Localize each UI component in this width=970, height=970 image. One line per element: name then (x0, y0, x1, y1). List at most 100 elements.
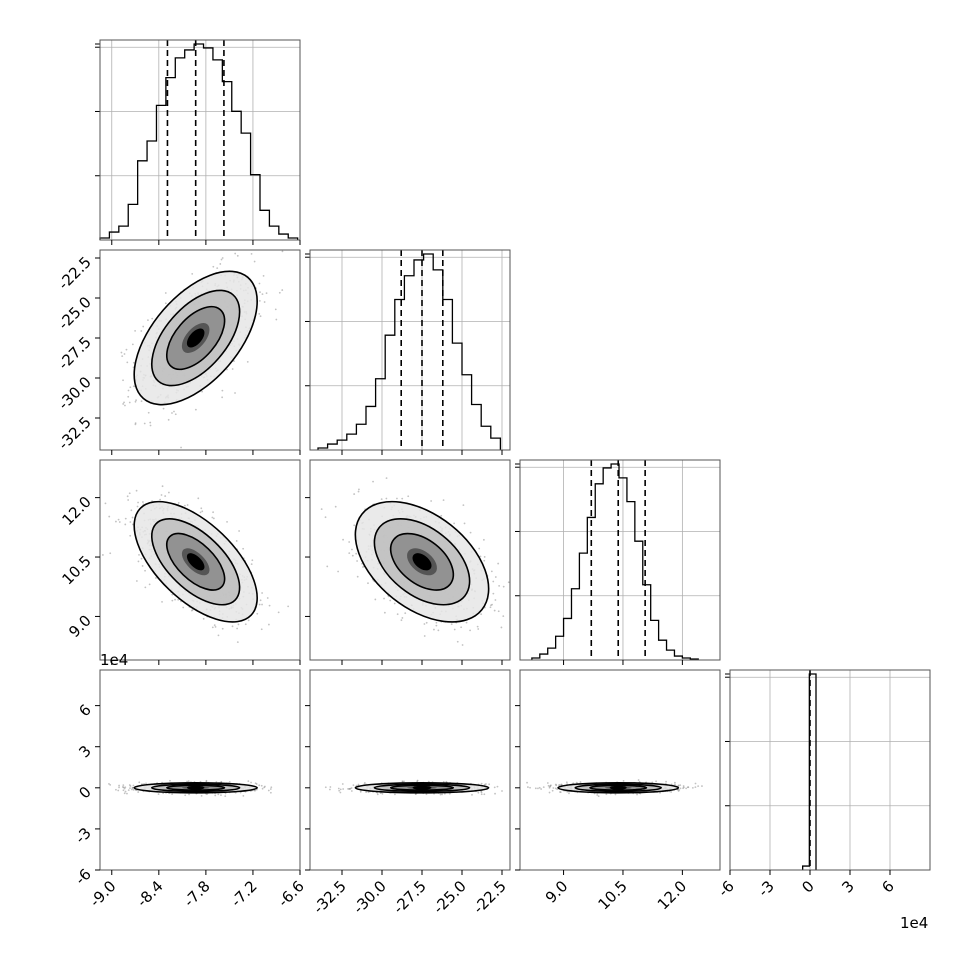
scatter-point (483, 559, 486, 562)
scatter-point (122, 786, 125, 789)
scatter-point (435, 624, 438, 627)
scatter-point (278, 291, 281, 294)
scatter-point (677, 784, 680, 787)
scatter-point (129, 785, 132, 787)
scatter-point (126, 792, 128, 795)
scatter-point (129, 521, 132, 523)
scatter-point (462, 504, 465, 507)
panels-layer: -6 -3 0 3 6-22.5-25.0-27.5-30.0-32.512.010.5… (55, 39, 931, 917)
scatter-point (351, 554, 354, 557)
scatter-point (342, 788, 345, 790)
scatter-point (490, 570, 493, 573)
panel-content (320, 477, 510, 646)
scatter-point (493, 786, 496, 789)
scatter-point (254, 789, 257, 792)
scatter-point (356, 575, 359, 578)
y-tick-label: 3 (75, 742, 94, 761)
scatter-point (118, 786, 120, 789)
scatter-point (147, 411, 150, 414)
scatter-point (380, 498, 383, 500)
panel-content (120, 250, 284, 449)
panel-frame-3-0 (99, 669, 301, 871)
histogram-panel-2 (515, 460, 720, 660)
histogram-steps (531, 463, 699, 660)
scatter-point (123, 792, 126, 795)
scatter-point (123, 787, 126, 790)
scatter-point (125, 348, 128, 351)
scatter-point (542, 786, 545, 789)
scatter-point (401, 617, 404, 619)
scatter-point (478, 547, 481, 550)
scatter-point (188, 793, 190, 796)
scatter-point (453, 522, 456, 525)
scatter-point (483, 793, 486, 796)
scatter-point (174, 413, 177, 416)
scatter-point (260, 628, 263, 631)
contour-line (166, 784, 226, 791)
scatter-point (393, 602, 396, 605)
scatter-point (445, 780, 448, 783)
scatter-point (140, 400, 143, 403)
scatter-point (190, 609, 193, 612)
scatter-point (339, 788, 342, 791)
scatter-point (258, 299, 261, 302)
x-tick-label: -30.0 (350, 877, 390, 917)
scatter-point (122, 789, 125, 792)
scatter-point (523, 786, 525, 788)
panel-content (324, 779, 525, 796)
scatter-point (425, 621, 428, 624)
scatter-point (201, 510, 204, 513)
scatter-point (259, 291, 261, 294)
x-tick-label: -32.5 (310, 877, 350, 917)
scatter-point (281, 250, 284, 253)
scatter-point (182, 606, 185, 609)
scatter-point (132, 788, 135, 791)
scatter-point (212, 265, 215, 268)
density-peak (186, 553, 205, 571)
contour-line (354, 500, 490, 623)
scatter-point (131, 786, 134, 789)
scatter-point (247, 619, 250, 622)
scatter-point (200, 507, 203, 510)
scatter-point (122, 379, 124, 382)
scatter-point (353, 524, 356, 527)
scatter-point (396, 613, 399, 616)
scatter-point (236, 627, 239, 630)
scatter-point (376, 793, 379, 796)
scatter-point (126, 495, 129, 498)
scatter-point (212, 511, 214, 514)
scatter-point (496, 785, 499, 788)
scatter-point (217, 634, 220, 637)
scatter-point (334, 505, 337, 508)
scatter-point (502, 585, 505, 588)
scatter-point (259, 315, 262, 318)
scatter-point (385, 497, 388, 500)
scatter-point (201, 390, 203, 393)
contour-line (389, 532, 455, 591)
scatter-point (324, 516, 327, 519)
x-tick-label: 3 (838, 877, 857, 896)
scatter-point (154, 577, 157, 579)
scatter-point (614, 793, 617, 796)
scatter-point (287, 605, 290, 608)
scatter-point (320, 508, 323, 511)
scatter-point (213, 624, 216, 627)
scatter-point (194, 408, 197, 411)
scatter-point (231, 625, 234, 628)
scatter-point (480, 793, 483, 796)
scatter-point (264, 785, 266, 788)
scatter-point (131, 786, 134, 789)
scatter-point (494, 792, 496, 795)
scatter-point (144, 569, 146, 572)
scatter-point (221, 627, 224, 630)
scatter-point (379, 792, 382, 794)
contour-line (373, 518, 471, 606)
scatter-point (199, 511, 202, 514)
scatter-point (501, 790, 503, 792)
scatter-point (164, 495, 167, 497)
scatter-point (682, 787, 684, 790)
scatter-point (482, 538, 485, 541)
scatter-point (441, 793, 444, 796)
scatter-point (171, 412, 173, 414)
panel-2d-3-0 (100, 779, 273, 798)
